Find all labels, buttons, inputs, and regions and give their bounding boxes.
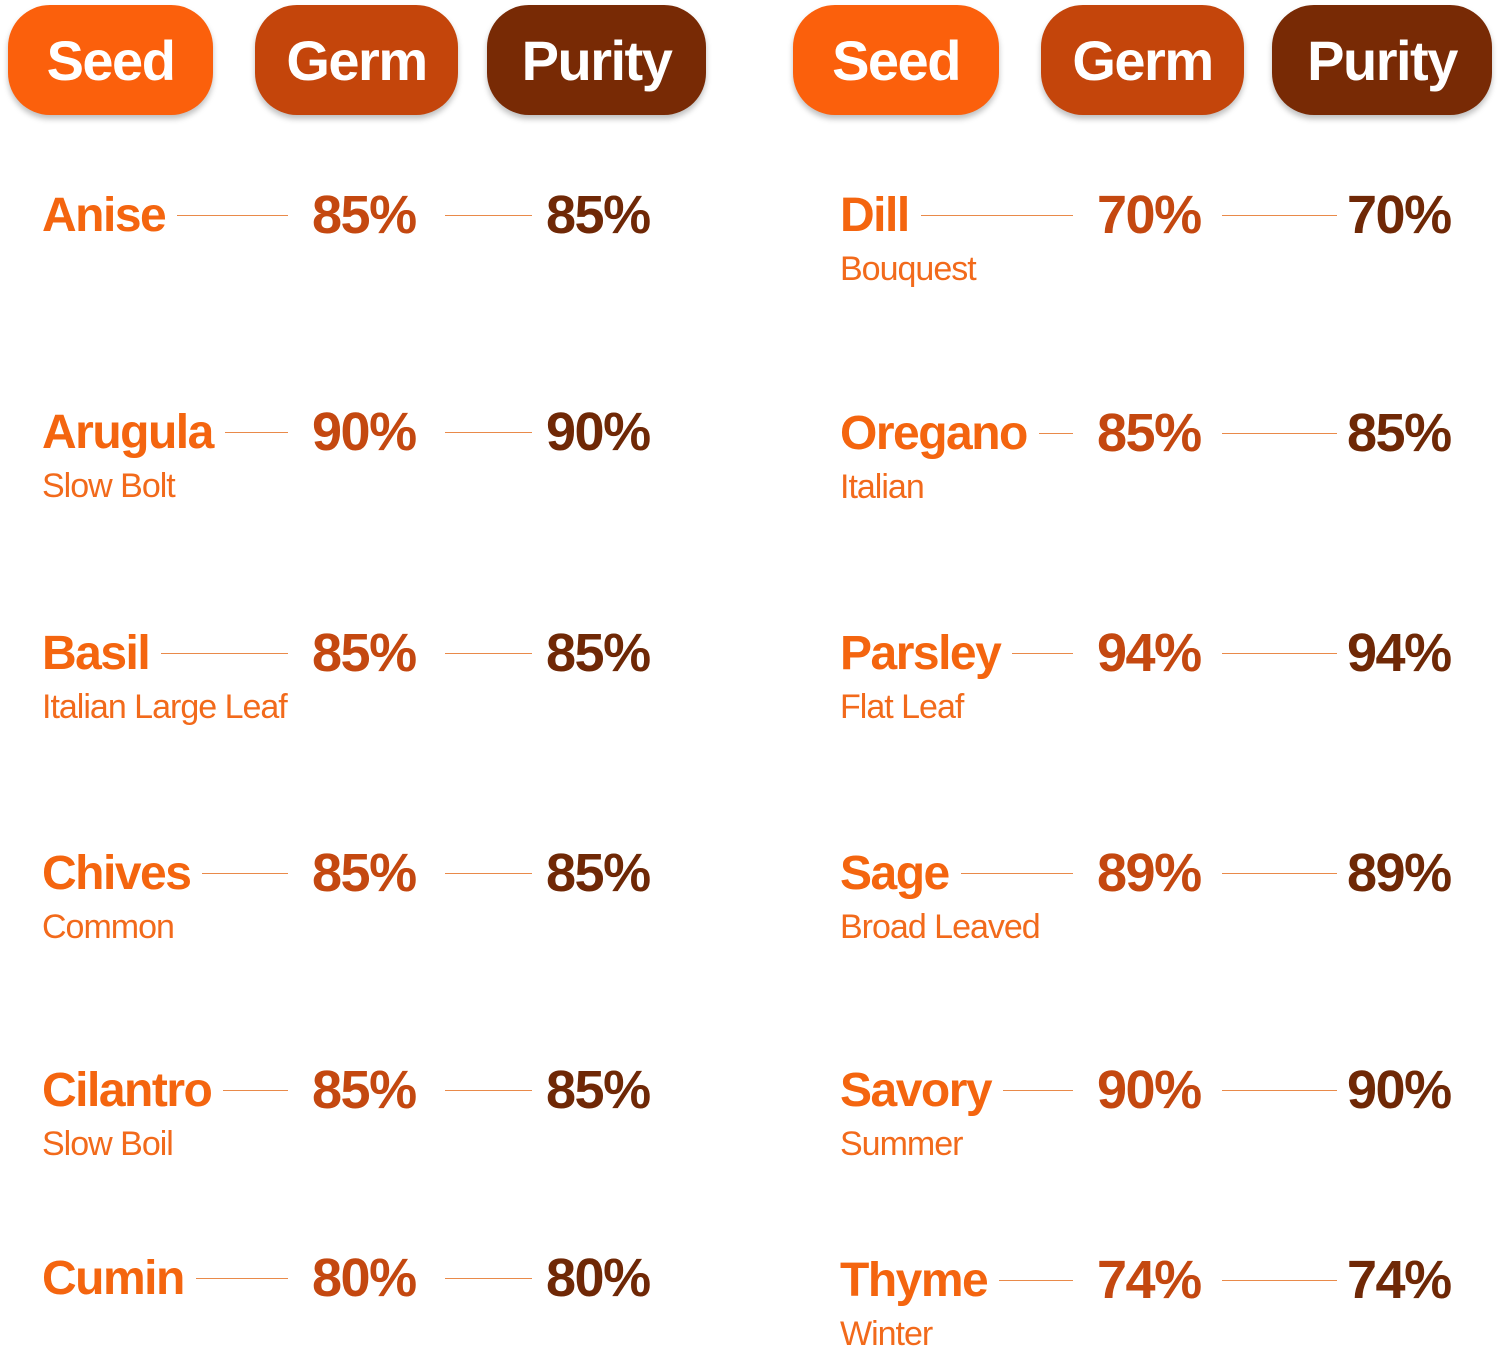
germination: 85%	[312, 843, 417, 903]
seed-variety: Flat Leaf	[840, 688, 964, 726]
purity: 90%	[546, 402, 651, 462]
seed-variety: Italian	[840, 468, 925, 506]
germination: 90%	[312, 402, 417, 462]
leader-line	[445, 432, 532, 433]
leader-line	[195, 1277, 288, 1279]
seed-variety: Common	[42, 908, 175, 946]
seed-row: Dill	[840, 185, 1085, 245]
leader-line	[161, 652, 288, 654]
seed-row: Sage	[840, 843, 1085, 903]
germination: 85%	[312, 185, 417, 245]
leader-line	[223, 1089, 288, 1091]
seed-row: Anise	[42, 185, 300, 245]
leader-line	[920, 214, 1073, 216]
seed-name: Chives	[42, 846, 192, 900]
leader-line	[445, 653, 532, 654]
column-header: Purity	[1272, 5, 1492, 115]
leader-line	[445, 1278, 532, 1279]
leader-line	[202, 872, 288, 874]
seed-name: Arugula	[42, 405, 214, 459]
seed-row: Arugula	[42, 402, 300, 462]
germination: 89%	[1097, 843, 1202, 903]
column-header: Purity	[487, 5, 706, 115]
leader-line	[999, 1279, 1073, 1281]
purity: 85%	[546, 185, 651, 245]
germination: 94%	[1097, 623, 1202, 683]
seed-row: Savory	[840, 1060, 1085, 1120]
column-header: Germ	[255, 5, 458, 115]
leader-line	[445, 215, 532, 216]
purity: 85%	[546, 843, 651, 903]
purity: 74%	[1347, 1250, 1452, 1310]
purity: 90%	[1347, 1060, 1452, 1120]
leader-line	[445, 1090, 532, 1091]
seed-name: Dill	[840, 188, 910, 242]
seed-name: Cilantro	[42, 1063, 213, 1117]
column-header: Seed	[8, 5, 213, 115]
column-header: Germ	[1041, 5, 1244, 115]
germination: 70%	[1097, 185, 1202, 245]
seed-row: Thyme	[840, 1250, 1085, 1310]
purity: 70%	[1347, 185, 1452, 245]
seed-name: Basil	[42, 626, 151, 680]
seed-variety: Slow Bolt	[42, 467, 176, 505]
purity: 85%	[1347, 403, 1452, 463]
seed-name: Cumin	[42, 1251, 185, 1305]
seed-variety: Summer	[840, 1125, 963, 1163]
seed-name: Oregano	[840, 406, 1028, 460]
leader-line	[1222, 873, 1337, 874]
seed-row: Cilantro	[42, 1060, 300, 1120]
seed-row: Oregano	[840, 403, 1085, 463]
leader-line	[177, 214, 288, 216]
seed-name: Anise	[42, 188, 167, 242]
leader-line	[224, 431, 288, 433]
seed-variety: Broad Leaved	[840, 908, 1041, 946]
germination: 90%	[1097, 1060, 1202, 1120]
seed-variety: Bouquest	[840, 250, 977, 288]
purity: 85%	[546, 1060, 651, 1120]
seed-name: Savory	[840, 1063, 993, 1117]
seed-row: Chives	[42, 843, 300, 903]
seed-row: Basil	[42, 623, 300, 683]
leader-line	[1222, 433, 1337, 434]
germination: 85%	[312, 623, 417, 683]
seed-name: Parsley	[840, 626, 1002, 680]
leader-line	[1012, 652, 1073, 654]
leader-line	[445, 873, 532, 874]
leader-line	[1003, 1089, 1073, 1091]
germination: 85%	[1097, 403, 1202, 463]
purity: 80%	[546, 1248, 651, 1308]
seed-row: Cumin	[42, 1248, 300, 1308]
germination: 85%	[312, 1060, 417, 1120]
seed-variety: Italian Large Leaf	[42, 688, 288, 726]
leader-line	[1038, 432, 1073, 434]
column-header: Seed	[793, 5, 999, 115]
leader-line	[1222, 1280, 1337, 1281]
seed-variety: Winter	[840, 1315, 933, 1351]
seed-variety: Slow Boil	[42, 1125, 174, 1163]
seed-name: Thyme	[840, 1253, 989, 1307]
seed-name: Sage	[840, 846, 950, 900]
purity: 85%	[546, 623, 651, 683]
leader-line	[1222, 653, 1337, 654]
germination: 80%	[312, 1248, 417, 1308]
seed-row: Parsley	[840, 623, 1085, 683]
purity: 89%	[1347, 843, 1452, 903]
leader-line	[960, 872, 1073, 874]
purity: 94%	[1347, 623, 1452, 683]
leader-line	[1222, 215, 1337, 216]
germination: 74%	[1097, 1250, 1202, 1310]
leader-line	[1222, 1090, 1337, 1091]
